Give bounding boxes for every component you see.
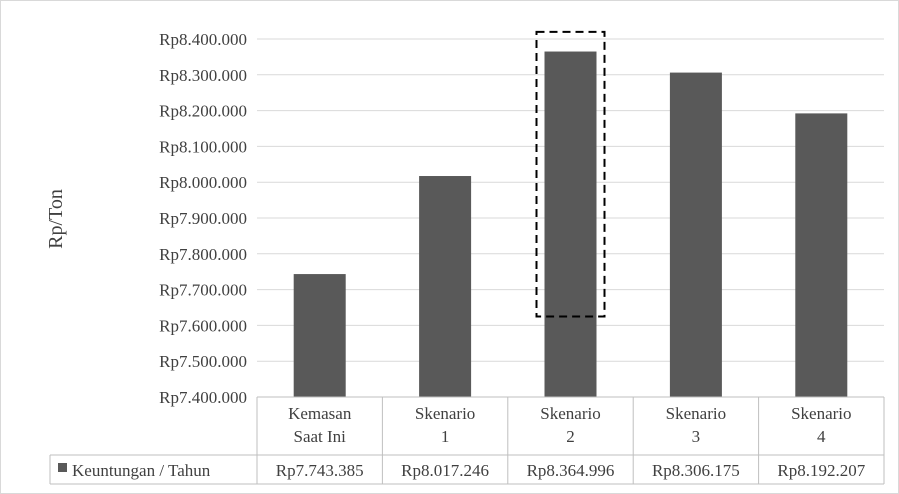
y-tick-label: Rp8.200.000 (159, 102, 247, 121)
bar (795, 113, 848, 397)
y-tick-label: Rp7.800.000 (159, 245, 247, 264)
bar (544, 51, 597, 397)
x-tick-label: Kemasan (288, 404, 352, 423)
bar (293, 274, 346, 397)
data-label: Rp8.364.996 (527, 461, 615, 480)
y-tick-label: Rp8.100.000 (159, 137, 247, 156)
y-tick-label: Rp7.500.000 (159, 352, 247, 371)
y-tick-label: Rp7.600.000 (159, 316, 247, 335)
x-tick-label: Skenario (415, 404, 475, 423)
bar (419, 176, 472, 397)
x-tick-label: Skenario (791, 404, 851, 423)
x-tick-label: 4 (817, 427, 826, 446)
y-axis-title: Rp/Ton (45, 189, 67, 249)
y-tick-label: Rp8.400.000 (159, 30, 247, 49)
x-tick-label: Skenario (666, 404, 726, 423)
highlight-layer (535, 30, 606, 318)
data-table: Kemasan Saat Ini Rp7.743.385 Skenario 1 Rp8.0… (49, 396, 885, 485)
legend-swatch (58, 463, 67, 472)
legend-label: Keuntungan / Tahun (72, 461, 211, 480)
y-tick-label: Rp8.000.000 (159, 173, 247, 192)
data-label: Rp8.192.207 (777, 461, 865, 480)
x-tick-label: 2 (566, 427, 575, 446)
x-tick-label: Skenario (540, 404, 600, 423)
y-tick-label: Rp7.400.000 (159, 388, 247, 407)
data-label: Rp7.743.385 (276, 461, 364, 480)
y-tick-label: Rp7.900.000 (159, 209, 247, 228)
x-tick-label: Saat Ini (293, 427, 346, 446)
x-tick-label: 3 (692, 427, 701, 446)
bar (669, 72, 722, 397)
data-label: Rp8.306.175 (652, 461, 740, 480)
data-label: Rp8.017.246 (401, 461, 489, 480)
y-axis-tick-labels: Rp7.400.000 Rp7.500.000 Rp7.600.000 Rp7.700… (159, 30, 247, 407)
highlight-box (535, 30, 606, 318)
bars (293, 51, 848, 397)
y-tick-label: Rp7.700.000 (159, 281, 247, 300)
x-tick-label: 1 (441, 427, 450, 446)
y-tick-label: Rp8.300.000 (159, 66, 247, 85)
